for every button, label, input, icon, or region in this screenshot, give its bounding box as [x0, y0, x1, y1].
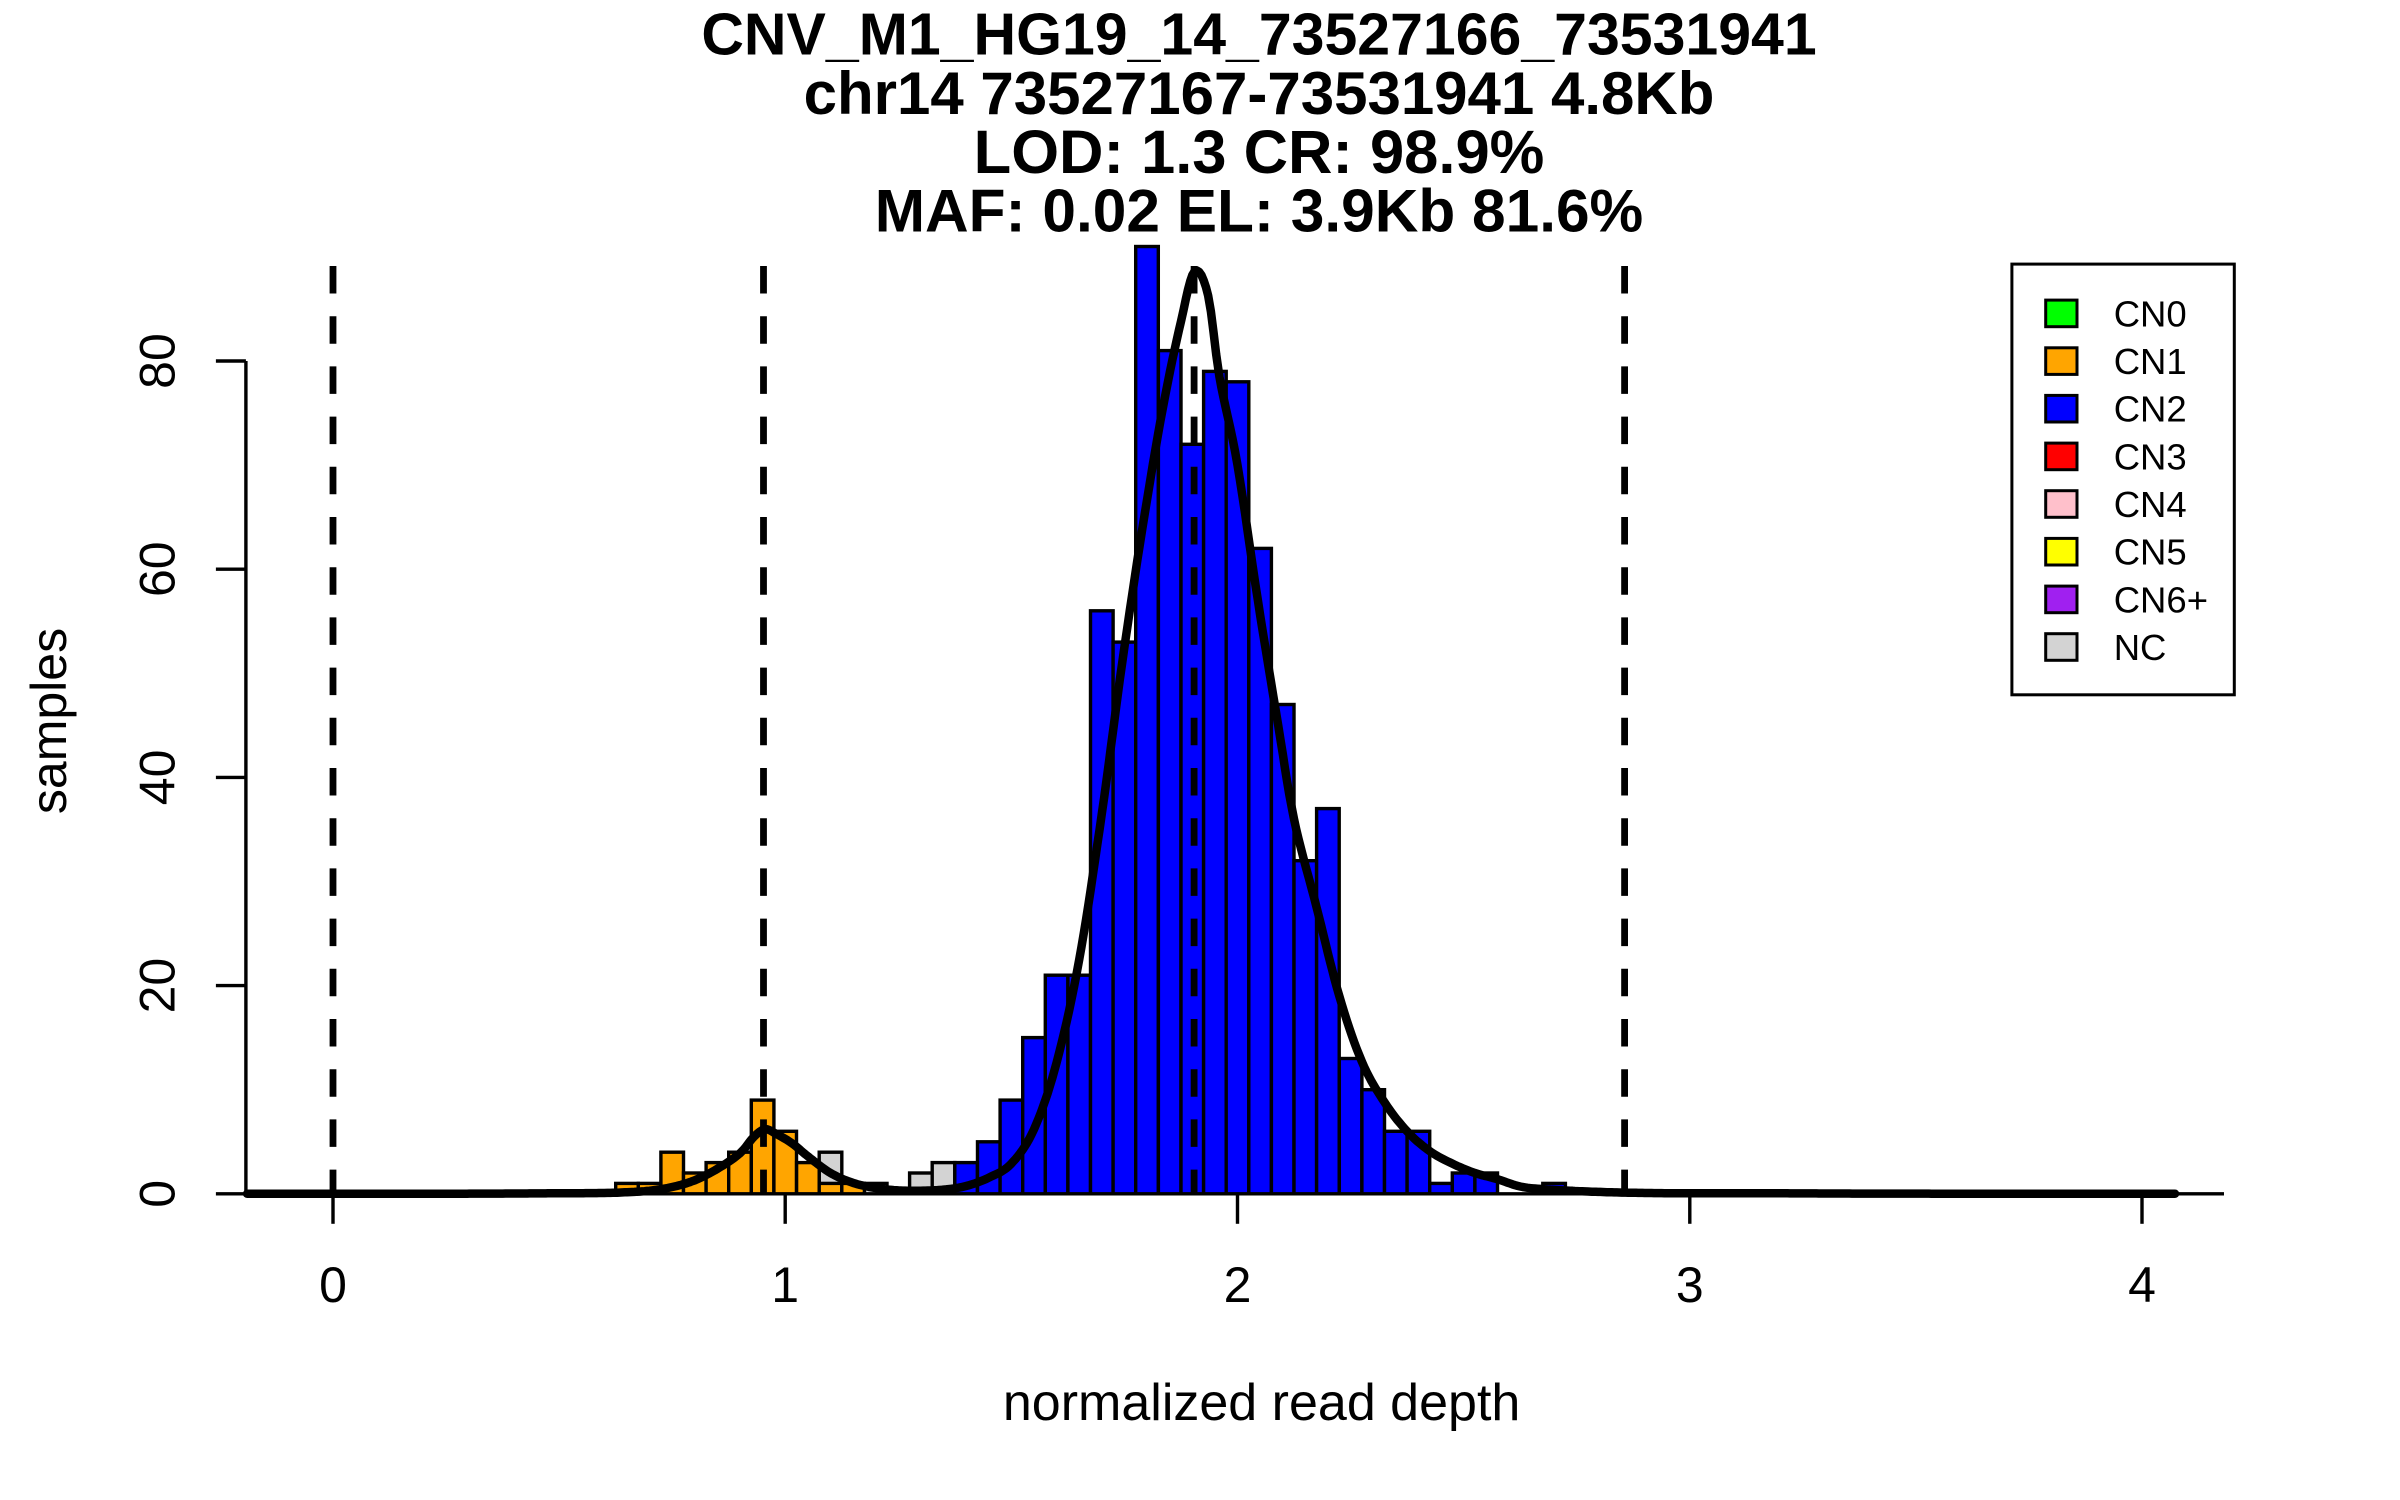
svg-text:NC: NC	[2114, 627, 2167, 668]
svg-text:LOD: 1.3 CR: 98.9%: LOD: 1.3 CR: 98.9%	[974, 118, 1545, 187]
svg-text:CN2: CN2	[2114, 389, 2187, 430]
svg-text:0: 0	[319, 1257, 347, 1313]
svg-text:1: 1	[771, 1257, 799, 1313]
svg-text:CNV_M1_HG19_14_73527166_735319: CNV_M1_HG19_14_73527166_73531941	[701, 2, 1816, 68]
svg-text:CN0: CN0	[2114, 293, 2187, 334]
svg-text:4: 4	[2128, 1257, 2156, 1313]
svg-text:chr14 73527167-73531941 4.8Kb: chr14 73527167-73531941 4.8Kb	[804, 60, 1715, 127]
svg-text:2: 2	[1224, 1257, 1252, 1313]
svg-text:CN1: CN1	[2114, 341, 2187, 382]
svg-text:80: 80	[129, 333, 185, 389]
svg-text:40: 40	[129, 750, 185, 806]
svg-text:CN6+: CN6+	[2114, 579, 2208, 620]
svg-text:CN3: CN3	[2114, 436, 2187, 477]
svg-text:CN5: CN5	[2114, 532, 2187, 573]
svg-text:samples: samples	[21, 628, 77, 814]
svg-text:normalized read depth: normalized read depth	[1003, 1374, 1520, 1432]
svg-text:60: 60	[129, 541, 185, 597]
svg-text:0: 0	[129, 1180, 185, 1208]
svg-text:CN4: CN4	[2114, 484, 2187, 525]
svg-text:20: 20	[129, 958, 185, 1014]
svg-text:MAF: 0.02 EL: 3.9Kb 81.6%: MAF: 0.02 EL: 3.9Kb 81.6%	[875, 177, 1644, 245]
svg-text:3: 3	[1676, 1257, 1704, 1313]
